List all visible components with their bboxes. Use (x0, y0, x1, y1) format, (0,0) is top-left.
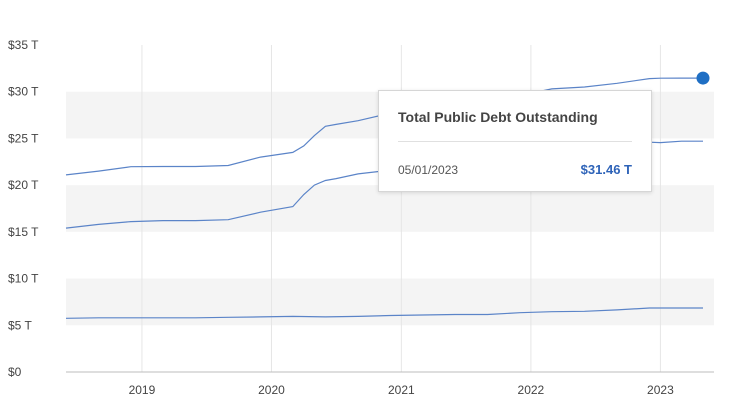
x-tick-label: 2020 (258, 383, 285, 397)
x-axis-ticks: 2019 2020 2021 2022 2023 (129, 383, 674, 397)
highlight-layer (696, 71, 710, 85)
y-tick-label: $10 T (8, 272, 39, 286)
tooltip-divider (398, 141, 632, 142)
y-tick-label: $20 T (8, 178, 39, 192)
y-tick-label: $0 (8, 365, 22, 379)
tooltip-title: Total Public Debt Outstanding (398, 109, 598, 125)
y-tick-label: $35 T (8, 38, 39, 52)
series-line-1 (65, 77, 703, 176)
y-tick-label: $30 T (8, 85, 39, 99)
x-tick-label: 2023 (647, 383, 674, 397)
series-line-3 (65, 307, 703, 319)
x-tick-label: 2021 (388, 383, 415, 397)
chart-tooltip: Total Public Debt Outstanding 05/01/2023… (378, 90, 652, 192)
y-tick-label: $5 T (8, 318, 32, 332)
y-axis-ticks: $0 $5 T $10 T $15 T $20 T $25 T $30 T $35 T (8, 38, 39, 379)
grid-band (66, 185, 714, 232)
x-tick-label: 2022 (518, 383, 545, 397)
x-tick-label: 2019 (129, 383, 156, 397)
y-tick-label: $25 T (8, 131, 39, 145)
tooltip-date: 05/01/2023 (398, 163, 459, 177)
highlight-point[interactable] (696, 71, 710, 85)
y-tick-label: $15 T (8, 225, 39, 239)
tooltip-value: $31.46 T (580, 162, 632, 177)
